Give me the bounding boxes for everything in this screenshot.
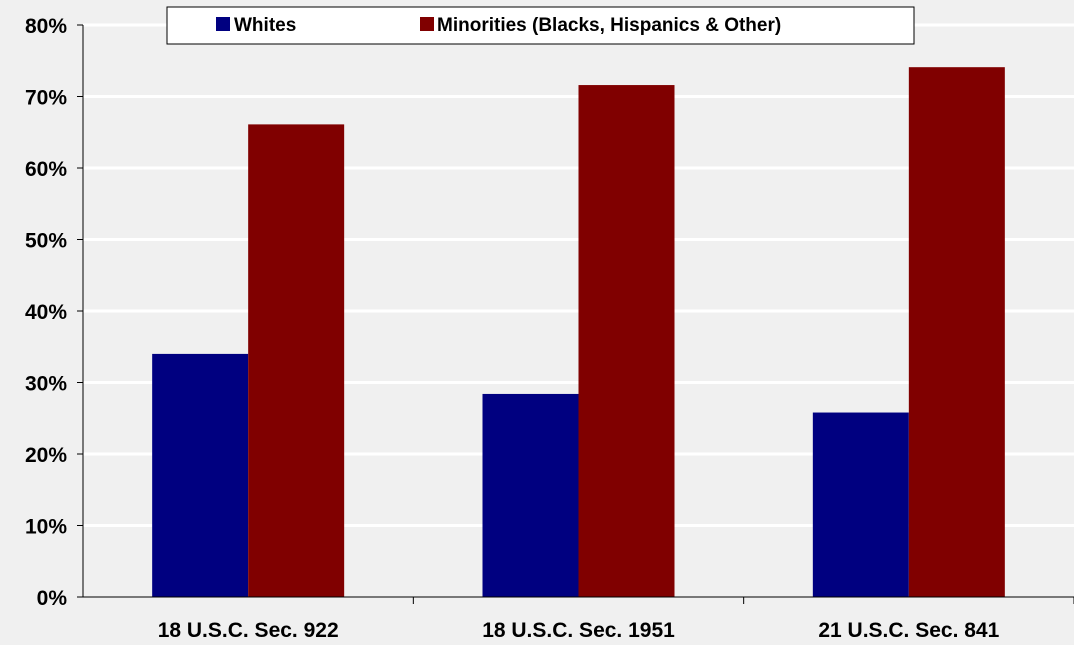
y-tick-label: 50% bbox=[25, 230, 67, 253]
bar-whites bbox=[152, 353, 249, 597]
bar-minorities bbox=[248, 124, 345, 597]
legend-swatch-minorities bbox=[420, 17, 434, 31]
legend-box bbox=[166, 6, 915, 45]
legend-label-minorities: Minorities (Blacks, Hispanics & Other) bbox=[437, 15, 781, 36]
bars bbox=[152, 67, 1005, 597]
x-tick-label: 21 U.S.C. Sec. 841 bbox=[818, 619, 999, 642]
legend-label-whites: Whites bbox=[234, 15, 296, 36]
y-tick-label: 20% bbox=[25, 444, 67, 467]
legend-swatch-whites bbox=[216, 17, 230, 31]
axes bbox=[77, 24, 1074, 604]
legend: Whites Minorities (Blacks, Hispanics & O… bbox=[166, 6, 915, 45]
bar-whites bbox=[482, 393, 579, 597]
bar-minorities bbox=[578, 85, 675, 597]
bar-minorities bbox=[908, 67, 1005, 597]
y-tick-label: 70% bbox=[25, 87, 67, 110]
y-tick-label: 0% bbox=[37, 587, 68, 610]
y-tick-label: 10% bbox=[25, 516, 67, 539]
x-tick-label: 18 U.S.C. Sec. 922 bbox=[158, 619, 339, 642]
y-tick-label: 60% bbox=[25, 158, 67, 181]
x-tick-labels: 18 U.S.C. Sec. 922 18 U.S.C. Sec. 1951 21 … bbox=[158, 619, 1000, 642]
y-tick-label: 80% bbox=[25, 15, 67, 38]
y-tick-label: 40% bbox=[25, 301, 67, 324]
y-tick-labels: 0% 10% 20% 30% 40% 50% 60% 70% 80% bbox=[25, 15, 67, 610]
bar-whites bbox=[812, 412, 909, 597]
x-tick-label: 18 U.S.C. Sec. 1951 bbox=[482, 619, 675, 642]
y-tick-label: 30% bbox=[25, 373, 67, 396]
